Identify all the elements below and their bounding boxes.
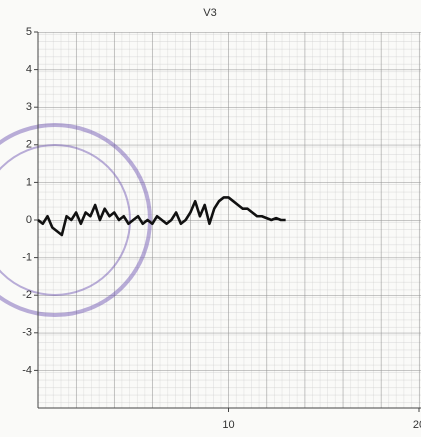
y-tick-label: -1 — [22, 252, 32, 264]
ecg-paper — [38, 32, 421, 408]
y-tick-label: 5 — [26, 26, 32, 38]
y-tick-label: -3 — [22, 327, 32, 339]
y-tick-label: 1 — [26, 176, 32, 188]
y-tick-label: 2 — [26, 139, 32, 151]
y-tick-label: 0 — [26, 214, 32, 226]
y-tick-label: 4 — [26, 64, 32, 76]
stamp — [0, 123, 152, 317]
y-tick-label: 3 — [26, 101, 32, 113]
y-tick-label: -2 — [22, 289, 32, 301]
y-tick-label: -4 — [22, 364, 32, 376]
ecg-trace — [37, 196, 286, 237]
x-tick-label: 20 — [413, 419, 421, 431]
chart-title: V3 — [203, 7, 216, 19]
x-tick-label: 10 — [222, 419, 234, 431]
